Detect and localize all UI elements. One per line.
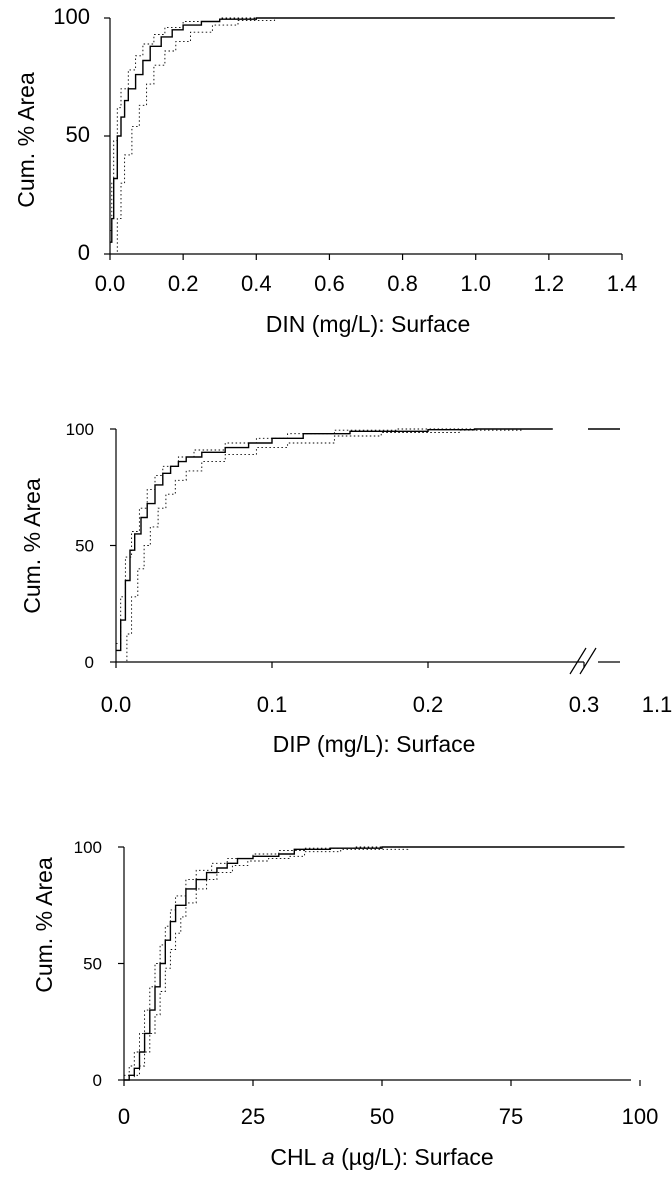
dip-x-axis-label: DIP (mg/L): Surface [273,731,476,757]
dip-cdf-line [116,428,553,652]
dip-x-tick-label: 1.1 [642,692,672,717]
dip-confidence-bound-line [123,428,553,663]
dip-x-tick-label: 0.1 [257,692,288,717]
chl-panel: Cum. % Area CHL a (µg/L): Surface 0 50 100… [31,838,658,1170]
dip-confidence-bound-line [116,428,553,644]
chl-x-axis-label: CHL a (µg/L): Surface [270,1144,493,1170]
dip-y-tick-label: 0 [85,653,94,672]
chl-x-tick-label: 0 [118,1104,130,1129]
dip-panel: Cum. % Area DIP (mg/L): Surface 0 50 100 0.… [19,420,672,757]
chl-y-tick-label: 50 [83,955,102,974]
dip-x-tick-label: 0.3 [569,692,600,717]
dip-y-tick-label: 50 [75,537,94,556]
din-x-axis-label: DIN (mg/L): Surface [266,311,471,337]
din-y-axis-label: Cum. % Area [13,72,39,208]
din-confidence-bound-line [110,17,615,231]
chl-x-tick-label: 75 [499,1104,523,1129]
dip-x-tick-label: 0.0 [101,692,132,717]
din-cdf-line [110,17,615,243]
din-y-tick-label: 50 [66,122,90,147]
dip-axis-break-mark [579,647,597,675]
din-x-tick-label: 0.6 [314,271,345,296]
dip-y-tick-label: 100 [66,420,94,439]
chl-confidence-bound-line [129,846,625,1081]
chl-x-tick-label: 50 [370,1104,394,1129]
din-x-tick-label: 1.4 [607,271,638,296]
din-x-tick-label: 0.8 [387,271,418,296]
chl-y-tick-label: 100 [74,838,102,857]
din-x-tick-label: 0.2 [168,271,199,296]
chl-y-axis-label: Cum. % Area [31,857,57,993]
din-x-tick-label: 1.0 [460,271,491,296]
din-confidence-bound-line [115,17,615,255]
dip-axis-break-mark [569,647,587,675]
chl-x-tick-label: 25 [241,1104,265,1129]
chl-x-tick-label: 100 [622,1104,659,1129]
din-y-tick-label: 100 [53,4,90,29]
din-x-tick-label: 1.2 [534,271,565,296]
chl-confidence-bound-line [124,846,625,1076]
chl-y-tick-label: 0 [93,1071,102,1090]
dip-x-tick-label: 0.2 [413,692,444,717]
din-y-tick-label: 0 [78,240,90,265]
din-x-tick-label: 0.0 [95,271,126,296]
dip-y-axis-label: Cum. % Area [19,478,45,614]
din-x-tick-label: 0.4 [241,271,272,296]
din-panel: Cum. % Area DIN (mg/L): Surface 0 50 100 0.… [13,4,637,337]
chl-cdf-line [124,846,625,1081]
